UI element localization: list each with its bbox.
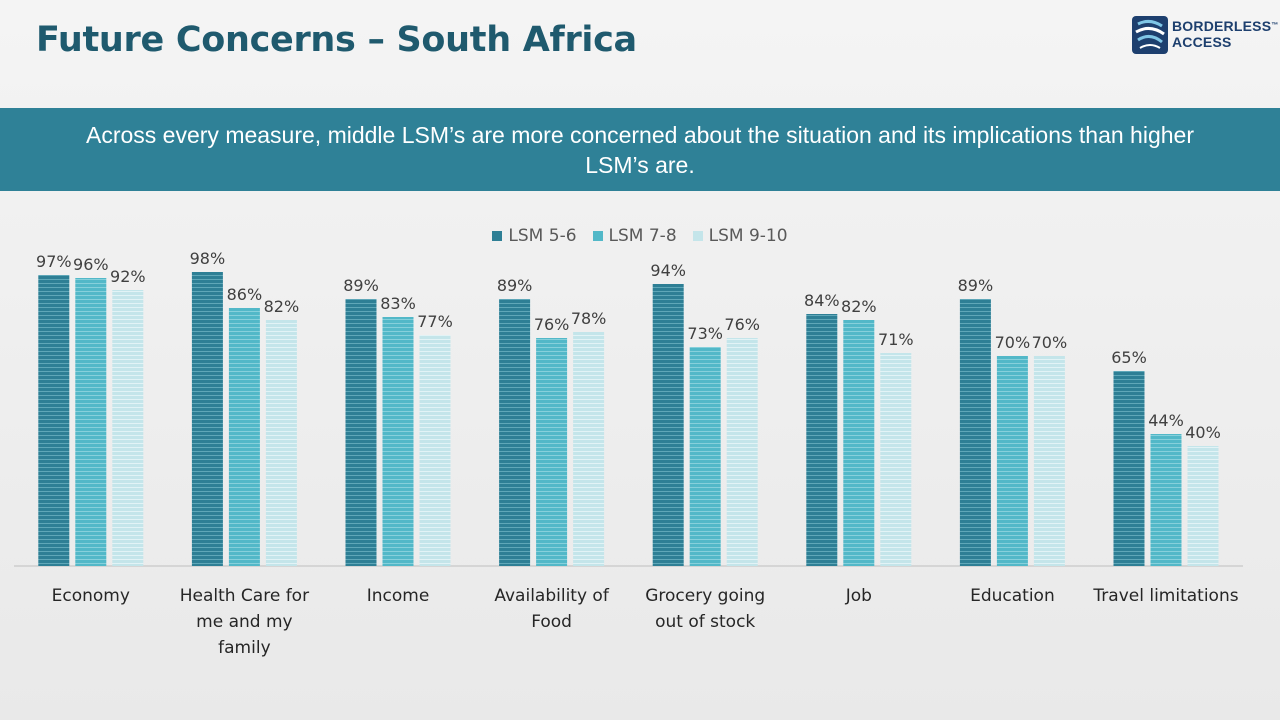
value-label-health-care-for-me-and-my-family-lsm-9-10: 82% [264, 297, 300, 316]
category-label-economy: Economy [52, 586, 130, 606]
value-label-income-lsm-9-10: 77% [417, 312, 453, 331]
legend-swatch-lsm-9-10 [692, 231, 703, 241]
bar-travel-limitations-lsm-5-6 [1113, 371, 1145, 566]
legend-item-lsm-7-8: LSM 7-8 [592, 226, 677, 246]
value-label-job-lsm-5-6: 84% [804, 291, 840, 310]
value-label-economy-lsm-5-6: 97% [36, 252, 72, 271]
category-label-education: Education [970, 586, 1055, 606]
value-label-travel-limitations-lsm-5-6: 65% [1111, 348, 1147, 367]
bar-health-care-for-me-and-my-family-lsm-7-8 [228, 308, 260, 566]
bar-health-care-for-me-and-my-family-lsm-9-10 [265, 320, 297, 566]
bar-chart: 97% 96%92%98%86%82%89%83%77%89%76% 78%94%7… [14, 249, 1243, 658]
value-label-grocery-going-out-of-stock-lsm-9-10: 76% [724, 315, 760, 334]
value-label-health-care-for-me-and-my-family-lsm-7-8: 86% [227, 285, 263, 304]
brand-logo: BORDERLESS™ ACCESS [1130, 14, 1278, 58]
legend-swatch-lsm-5-6 [492, 231, 503, 241]
key-finding-text: Across every measure, middle LSM’s are m… [86, 121, 1194, 178]
value-label-economy-lsm-7-8: 96% [73, 255, 109, 274]
bar-education-lsm-9-10 [1033, 356, 1065, 566]
legend-label-lsm-9-10: LSM 9-10 [708, 226, 788, 246]
value-label-income-lsm-7-8: 83% [380, 294, 416, 313]
value-label-education-lsm-5-6: 89% [958, 276, 994, 295]
logo-line-1: BORDERLESS [1172, 18, 1272, 34]
bars-layer [38, 272, 1219, 566]
bar-economy-lsm-7-8 [75, 278, 107, 566]
bar-education-lsm-7-8 [996, 356, 1028, 566]
value-label-job-lsm-7-8: 82% [841, 297, 877, 316]
bar-income-lsm-5-6 [345, 299, 377, 566]
category-label-job: Job [845, 586, 872, 606]
bar-job-lsm-5-6 [806, 314, 838, 566]
bar-travel-limitations-lsm-9-10 [1187, 446, 1219, 566]
category-label-health-care-for-me-and-my-family: Health Care for me and my family [180, 586, 309, 658]
page-title: Future Concerns – South Africa [36, 20, 637, 60]
bar-availability-of-food-lsm-5-6 [499, 299, 531, 566]
bar-health-care-for-me-and-my-family-lsm-5-6 [191, 272, 223, 566]
value-label-availability-of-food-lsm-5-6: 89% [497, 276, 533, 295]
category-label-income: Income [367, 586, 430, 606]
bar-economy-lsm-5-6 [38, 275, 70, 566]
bar-economy-lsm-9-10 [112, 290, 144, 566]
value-label-education-lsm-7-8: 70% [995, 333, 1031, 352]
value-label-travel-limitations-lsm-9-10: 40% [1185, 423, 1221, 442]
legend-label-lsm-7-8: LSM 7-8 [608, 226, 677, 246]
chart-legend: LSM 5-6 LSM 7-8 LSM 9-10 [0, 226, 1280, 246]
legend-label-lsm-5-6: LSM 5-6 [508, 226, 577, 246]
value-label-health-care-for-me-and-my-family-lsm-5-6: 98% [190, 249, 226, 268]
value-labels-layer: 97% 96%92%98%86%82%89%83%77%89%76% 78%94%7… [36, 249, 1221, 442]
legend-item-lsm-5-6: LSM 5-6 [492, 226, 577, 246]
value-label-job-lsm-9-10: 71% [878, 330, 914, 349]
category-label-availability-of-food: Availability of Food [494, 586, 609, 632]
bar-grocery-going-out-of-stock-lsm-7-8 [689, 347, 721, 566]
category-labels-layer: Economy Health Care for me and my family Inc… [52, 586, 1239, 658]
bar-travel-limitations-lsm-7-8 [1150, 434, 1182, 566]
bar-income-lsm-7-8 [382, 317, 414, 566]
key-finding-banner: Across every measure, middle LSM’s are m… [0, 108, 1280, 191]
value-label-income-lsm-5-6: 89% [343, 276, 379, 295]
logo-trademark: ™ [1271, 22, 1279, 29]
bar-availability-of-food-lsm-9-10 [573, 332, 605, 566]
category-label-travel-limitations: Travel limitations [1092, 586, 1238, 606]
logo-line-2: ACCESS [1172, 34, 1232, 50]
value-label-availability-of-food-lsm-7-8: 76% [534, 315, 570, 334]
value-label-economy-lsm-9-10: 92% [110, 267, 146, 286]
bar-availability-of-food-lsm-7-8 [536, 338, 568, 566]
value-label-travel-limitations-lsm-7-8: 44% [1148, 411, 1184, 430]
bar-job-lsm-9-10 [880, 353, 912, 566]
value-label-availability-of-food-lsm-9-10: 78% [571, 309, 607, 328]
value-label-grocery-going-out-of-stock-lsm-5-6: 94% [650, 261, 686, 280]
value-label-grocery-going-out-of-stock-lsm-7-8: 73% [687, 324, 723, 343]
bar-income-lsm-9-10 [419, 335, 451, 566]
bar-grocery-going-out-of-stock-lsm-5-6 [652, 284, 684, 566]
bar-grocery-going-out-of-stock-lsm-9-10 [726, 338, 758, 566]
category-label-grocery-going-out-of-stock: Grocery going out of stock [645, 586, 765, 632]
bar-job-lsm-7-8 [843, 320, 875, 566]
legend-item-lsm-9-10: LSM 9-10 [692, 226, 788, 246]
legend-swatch-lsm-7-8 [592, 231, 603, 241]
bar-education-lsm-5-6 [959, 299, 991, 566]
borderless-access-logo-icon [1132, 16, 1168, 54]
value-label-education-lsm-9-10: 70% [1032, 333, 1068, 352]
